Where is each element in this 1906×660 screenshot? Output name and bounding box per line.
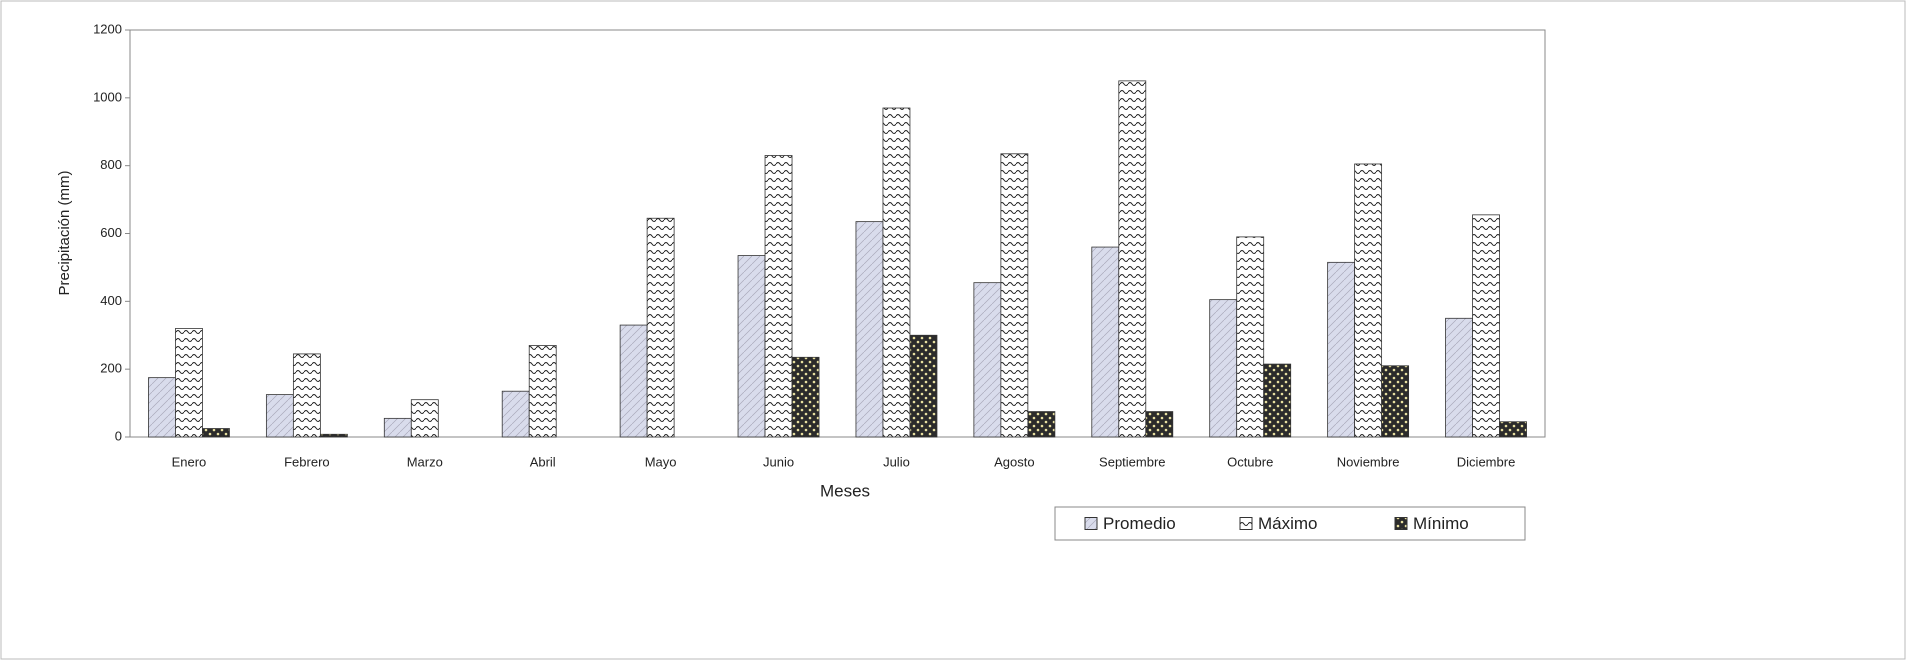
x-tick-label: Octubre — [1227, 454, 1273, 469]
bar — [410, 399, 439, 438]
legend-label: Promedio — [1103, 514, 1176, 533]
x-tick-label: Mayo — [645, 454, 677, 469]
y-tick-label: 200 — [100, 361, 122, 376]
x-tick-label: Enero — [172, 454, 207, 469]
y-tick-label: 800 — [100, 157, 122, 172]
legend-swatch — [1239, 517, 1253, 530]
bar — [1118, 80, 1147, 438]
bar — [1263, 363, 1292, 438]
y-tick-label: 600 — [100, 225, 122, 240]
bar — [383, 417, 412, 438]
legend-box — [1054, 506, 1526, 541]
bar — [292, 353, 321, 438]
x-axis-title: Meses — [820, 481, 870, 500]
bar — [646, 217, 675, 438]
bar — [882, 107, 911, 438]
legend-swatch — [1394, 517, 1408, 530]
x-tick-label: Julio — [883, 454, 910, 469]
bar — [1209, 299, 1238, 438]
bar — [175, 328, 203, 438]
x-tick-label: Agosto — [994, 454, 1034, 469]
bar — [202, 428, 230, 438]
y-axis-title: Precipitación (mm) — [56, 170, 73, 295]
bar — [1354, 163, 1383, 438]
bar — [501, 390, 530, 438]
x-tick-label: Marzo — [407, 454, 443, 469]
bar — [319, 433, 348, 438]
legend-label: Máximo — [1258, 514, 1318, 533]
bar — [1091, 246, 1120, 438]
x-tick-label: Junio — [763, 454, 794, 469]
y-tick-label: 400 — [100, 293, 122, 308]
bar — [764, 155, 793, 438]
bar — [1000, 153, 1029, 438]
bar — [1027, 411, 1056, 438]
x-tick-label: Febrero — [284, 454, 330, 469]
y-tick-label: 1000 — [93, 89, 122, 104]
y-tick-label: 0 — [115, 428, 122, 443]
bar — [1236, 236, 1265, 438]
bar — [1145, 411, 1174, 438]
bar — [148, 377, 176, 438]
x-tick-label: Abril — [530, 454, 556, 469]
bar — [909, 334, 938, 438]
x-tick-label: Septiembre — [1099, 454, 1165, 469]
bar — [737, 255, 766, 438]
y-tick-label: 1200 — [93, 21, 122, 36]
legend-label: Mínimo — [1413, 514, 1469, 533]
bar — [1472, 214, 1500, 438]
bar — [791, 356, 820, 438]
bar — [528, 345, 557, 438]
bar — [1381, 365, 1410, 438]
bar — [265, 394, 294, 438]
bar — [855, 221, 884, 438]
legend-swatch — [1084, 517, 1098, 530]
bar — [619, 324, 648, 438]
bar — [1445, 317, 1473, 438]
x-tick-label: Diciembre — [1457, 454, 1516, 469]
bar — [1327, 261, 1356, 438]
bar — [1499, 421, 1527, 438]
bar — [973, 282, 1002, 438]
x-tick-label: Noviembre — [1337, 454, 1400, 469]
